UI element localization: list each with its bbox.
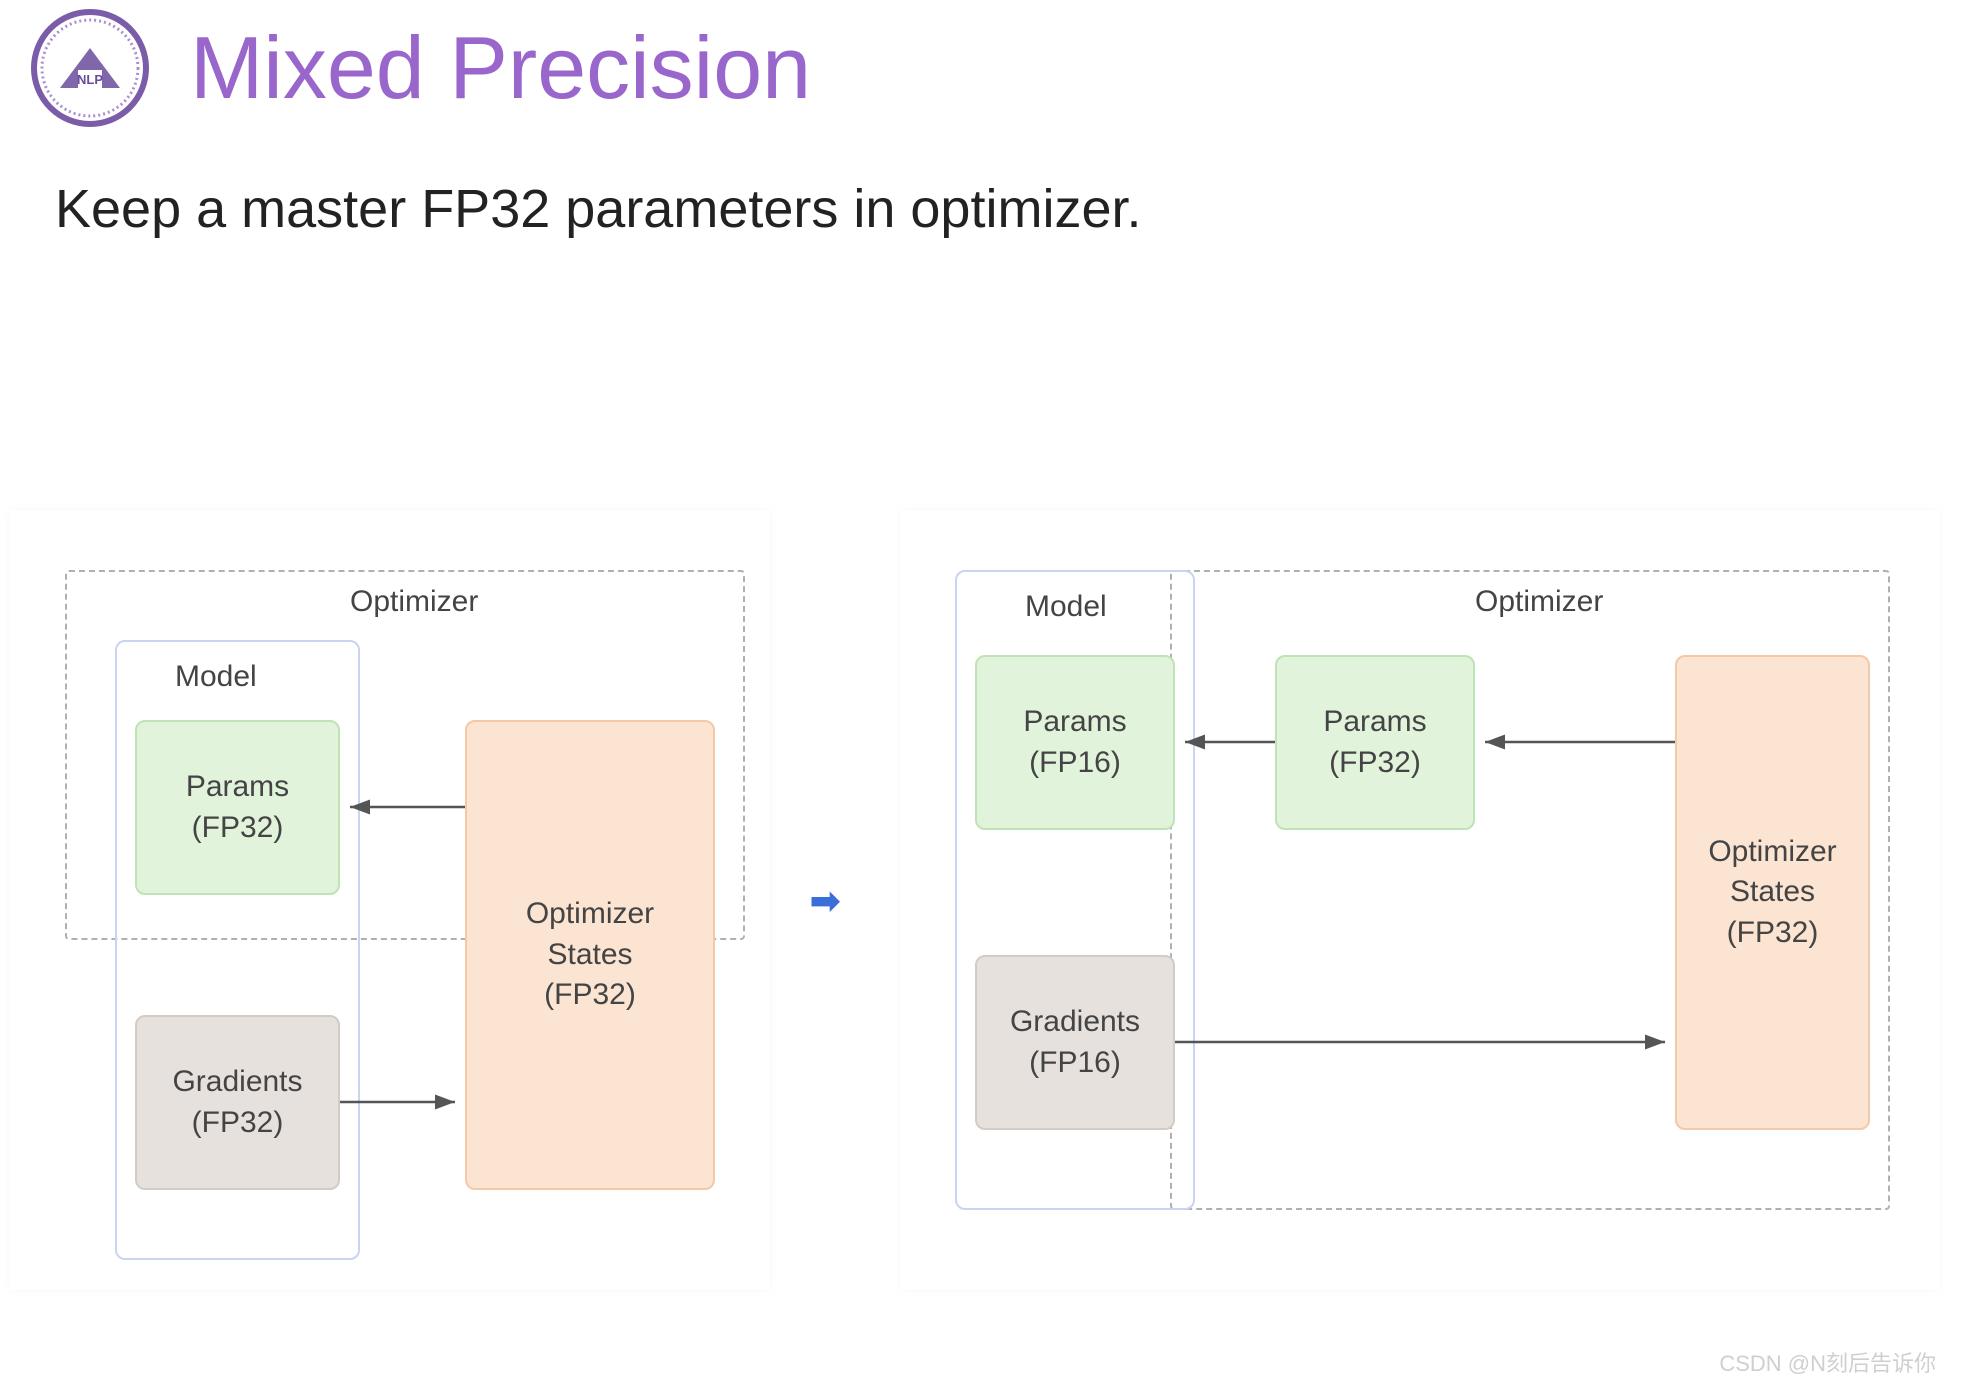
right-opt-states-box: Optimizer States (FP32) xyxy=(1675,655,1870,1130)
left-gradients-box: Gradients (FP32) xyxy=(135,1015,340,1190)
left-gradients-line1: Gradients xyxy=(172,1062,302,1103)
slide-title: Mixed Precision xyxy=(190,17,811,119)
left-opt-line3: (FP32) xyxy=(544,975,636,1016)
right-gradients-box: Gradients (FP16) xyxy=(975,955,1175,1130)
slide-subtitle: Keep a master FP32 parameters in optimiz… xyxy=(0,128,1966,240)
left-optimizer-label: Optimizer xyxy=(350,585,478,619)
diagram-area: Optimizer Model Params (FP32) Gradients … xyxy=(0,510,1966,1300)
svg-text:NLP: NLP xyxy=(77,72,103,87)
right-opt-line3: (FP32) xyxy=(1727,913,1819,954)
slide-header: NLP Mixed Precision xyxy=(0,0,1966,128)
right-optimizer-label: Optimizer xyxy=(1475,585,1603,619)
nlp-logo-icon: NLP xyxy=(30,8,150,128)
left-params-line1: Params xyxy=(186,767,289,808)
left-diagram-panel: Optimizer Model Params (FP32) Gradients … xyxy=(10,510,770,1290)
right-gradients-line1: Gradients xyxy=(1010,1002,1140,1043)
left-model-label: Model xyxy=(175,660,257,694)
right-diagram-panel: Optimizer Model Params (FP16) Params (FP… xyxy=(900,510,1940,1290)
right-model-params-line2: (FP16) xyxy=(1029,743,1121,784)
left-opt-line2: States xyxy=(547,935,632,976)
left-opt-line1: Optimizer xyxy=(526,894,654,935)
left-opt-states-box: Optimizer States (FP32) xyxy=(465,720,715,1190)
right-gradients-line2: (FP16) xyxy=(1029,1043,1121,1084)
right-model-label: Model xyxy=(1025,590,1107,624)
left-gradients-line2: (FP32) xyxy=(192,1103,284,1144)
left-params-line2: (FP32) xyxy=(192,808,284,849)
right-model-params-box: Params (FP16) xyxy=(975,655,1175,830)
right-opt-line1: Optimizer xyxy=(1708,832,1836,873)
right-opt-params-line2: (FP32) xyxy=(1329,743,1421,784)
right-model-params-line1: Params xyxy=(1023,702,1126,743)
watermark-text: CSDN @N刻后告诉你 xyxy=(1719,1346,1936,1378)
right-opt-params-line1: Params xyxy=(1323,702,1426,743)
transition-arrow-icon: ➡ xyxy=(810,880,840,922)
right-opt-params-box: Params (FP32) xyxy=(1275,655,1475,830)
right-opt-line2: States xyxy=(1730,872,1815,913)
left-params-box: Params (FP32) xyxy=(135,720,340,895)
